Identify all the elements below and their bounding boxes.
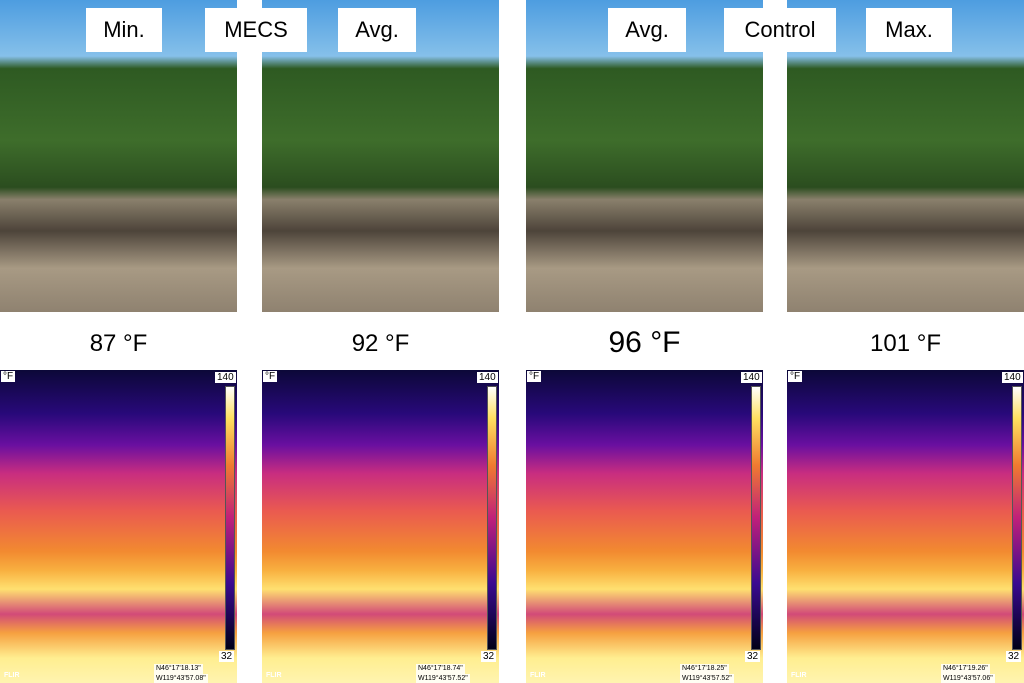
temperature: 96 °F [608, 326, 681, 359]
treatment-label: MECS [205, 8, 307, 52]
temperature: 92 °F [351, 330, 410, 357]
flir-logo: FLIR [791, 672, 807, 679]
scale-min: 32 [219, 651, 235, 662]
treatment-label: Avg. [608, 8, 686, 52]
thermal-image [787, 370, 1024, 683]
thermal-image [526, 370, 763, 683]
color-scale [751, 386, 761, 650]
treatment-label: Min. [86, 8, 162, 52]
color-scale [225, 386, 235, 650]
scale-unit: °F [263, 371, 278, 382]
scale-max: 140 [1002, 372, 1023, 383]
scale-unit: °F [788, 371, 803, 382]
flir-logo: FLIR [530, 672, 546, 679]
scale-max: 140 [215, 372, 236, 383]
gps-lon: W119°43'57.06" [941, 674, 995, 683]
color-scale [1012, 386, 1022, 650]
scale-unit: °F [1, 371, 16, 382]
temperature: 101 °F [870, 330, 941, 357]
vine-photo [787, 0, 1024, 312]
scale-min: 32 [1006, 651, 1022, 662]
scale-min: 32 [745, 651, 761, 662]
color-scale [487, 386, 497, 650]
treatment-label: Control [724, 8, 836, 52]
scale-unit: °F [527, 371, 542, 382]
gps-lon: W119°43'57.52" [680, 674, 734, 683]
treatment-label: Avg. [338, 8, 416, 52]
gps-lat: N46°17'18.74" [416, 664, 465, 674]
treatment-label: Max. [866, 8, 952, 52]
gps-lat: N46°17'18.13" [154, 664, 203, 674]
vine-photo [0, 0, 237, 312]
thermal-image [262, 370, 499, 683]
thermal-image [0, 370, 237, 683]
flir-logo: FLIR [266, 672, 282, 679]
flir-logo: FLIR [4, 672, 20, 679]
scale-max: 140 [477, 372, 498, 383]
gps-lon: W119°43'57.52" [416, 674, 470, 683]
gps-lat: N46°17'18.25" [680, 664, 729, 674]
scale-min: 32 [481, 651, 497, 662]
gps-lon: W119°43'57.08" [154, 674, 208, 683]
vine-photo [526, 0, 763, 312]
temperature: 87 °F [89, 330, 148, 357]
scale-max: 140 [741, 372, 762, 383]
gps-lat: N46°17'19.26" [941, 664, 990, 674]
vine-photo [262, 0, 499, 312]
